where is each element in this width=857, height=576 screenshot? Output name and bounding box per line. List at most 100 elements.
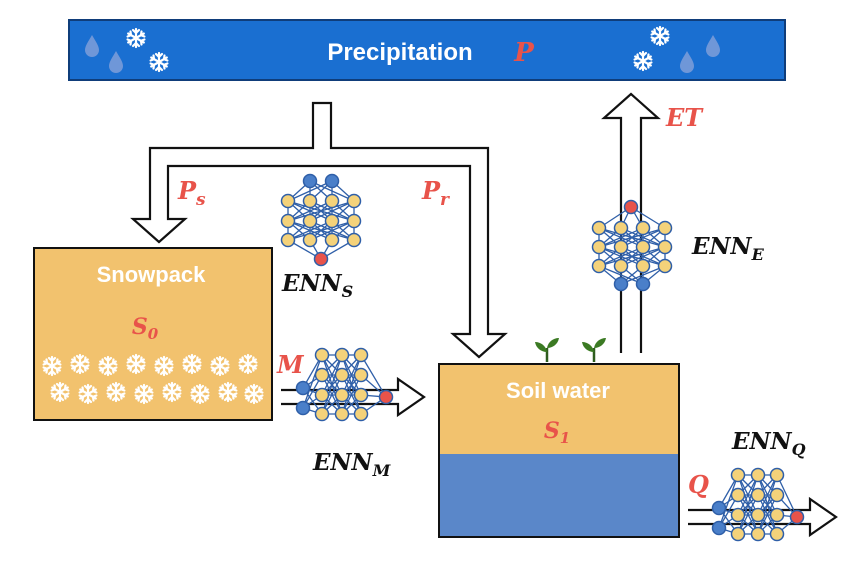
network-node [711,500,727,516]
network-node [769,526,785,542]
network-node [314,406,330,422]
network-edge [737,474,759,516]
melt-label: M [276,350,305,379]
network-node [635,258,651,274]
network-edge [309,200,355,222]
precipitation-split-arrow [130,101,508,359]
network-node [334,347,350,363]
network-node [613,258,629,274]
network-edge [737,474,759,535]
et-label: ET [665,103,704,132]
network-node [302,173,318,189]
network-node [730,467,746,483]
network-node [334,406,350,422]
snowpack-label: Snowpack [97,262,207,287]
network-node [591,239,607,255]
network-node [657,258,673,274]
network-node [280,193,296,209]
network-node [295,400,311,416]
network-edge [598,246,666,267]
network-node [334,387,350,403]
network-node [711,520,727,536]
network-edge [287,220,333,241]
rainfall-label: Pr [421,176,450,210]
network-node [378,389,394,405]
network-node [324,173,340,189]
network-node [769,487,785,503]
network-node [295,380,311,396]
network-node [613,276,629,292]
network-edge [302,354,323,409]
network-node [769,507,785,523]
precipitation-label: Precipitation [327,39,472,66]
enn-snow-label: ENNS [281,270,353,301]
network-edge [287,180,333,202]
network-node [346,232,362,248]
network-edge [598,246,644,267]
network-node [313,251,329,267]
network-node [657,220,673,236]
network-node [657,239,673,255]
network-edge [620,246,666,267]
network-edge [757,474,778,516]
network-edge [360,354,387,398]
enn-evap-label: ENNE [691,233,765,264]
network-edge [321,354,343,415]
network-node [353,347,369,363]
neural-network-icon [591,199,673,292]
network-node [613,239,629,255]
soil-water-symbol: S1 [544,418,570,447]
network-edge [341,354,362,396]
enn-runoff-label: ENNQ [731,428,806,459]
network-node [635,276,651,292]
network-edge [287,200,355,222]
neural-network-icon [711,467,805,542]
network-node [750,487,766,503]
network-node [635,239,651,255]
network-edge [598,265,644,285]
network-node [623,199,639,215]
enn-melt-label: ENNM [312,449,392,480]
soil-water-label: Soil water [506,378,610,403]
network-node [750,507,766,523]
network-node [280,213,296,229]
network-edge [341,354,362,415]
network-edge [598,227,666,248]
et-arrow [601,92,661,353]
network-node [591,220,607,236]
snowpack-symbol: S0 [132,314,159,343]
network-node [730,526,746,542]
network-node [314,367,330,383]
network-edge [620,227,666,248]
network-node [591,258,607,274]
snowpack-store: Snowpack S0 [33,247,273,421]
network-edge [718,474,739,529]
network-node [750,526,766,542]
plant-icon [533,336,561,364]
network-node [334,367,350,383]
network-node [789,509,805,525]
network-edge [757,474,778,535]
network-node [769,467,785,483]
network-node [635,220,651,236]
network-edge [309,220,355,241]
soil-water-store: Soil water S1 [438,363,680,538]
network-edge [776,474,798,518]
plant-icon [580,336,608,364]
network-node [353,367,369,383]
snowfall-label: Ps [177,176,206,210]
network-node [324,232,340,248]
neural-network-icon [280,173,362,267]
network-node [314,387,330,403]
network-node [324,193,340,209]
network-node [280,232,296,248]
network-node [346,213,362,229]
network-node [346,193,362,209]
network-edge [737,494,759,535]
network-node [302,213,318,229]
network-edge [287,220,355,241]
network-edge [598,227,644,248]
network-node [730,507,746,523]
precipitation-bar: Precipitation P [68,19,786,81]
